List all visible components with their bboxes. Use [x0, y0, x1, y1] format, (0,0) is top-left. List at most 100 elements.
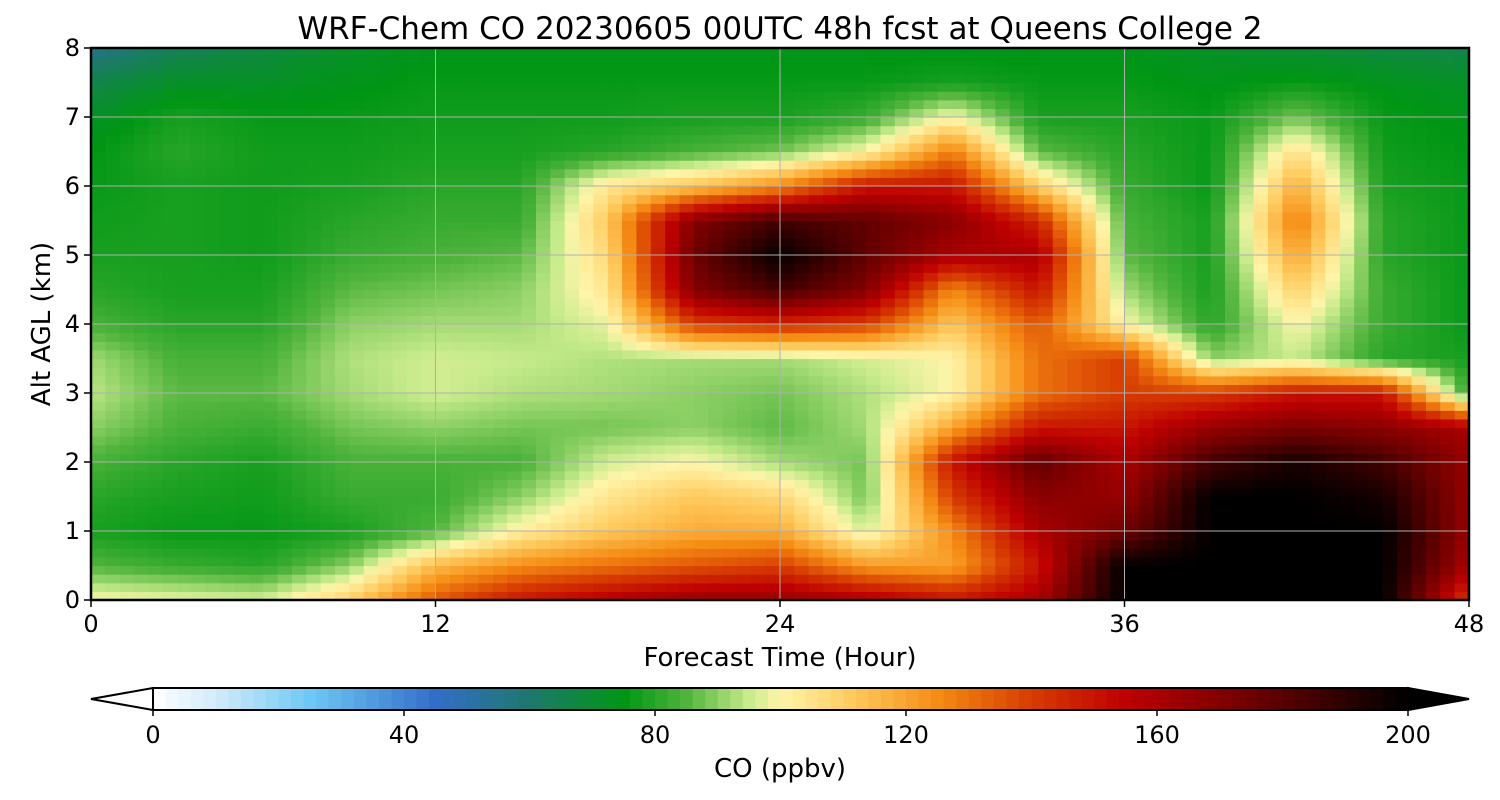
heatmap-cell: [220, 229, 236, 239]
heatmap-cell: [507, 332, 523, 342]
heatmap-cell: [220, 56, 236, 66]
heatmap-cell: [722, 427, 738, 437]
heatmap-cell: [406, 470, 422, 480]
heatmap-cell: [909, 324, 925, 334]
heatmap-cell: [780, 255, 795, 265]
heatmap-cell: [650, 99, 666, 109]
heatmap-cell: [535, 56, 551, 66]
heatmap-cell: [492, 82, 508, 92]
heatmap-cell: [91, 453, 106, 463]
heatmap-cell: [220, 194, 236, 204]
heatmap-cell: [564, 384, 580, 394]
heatmap-cell: [507, 436, 523, 446]
heatmap-cell: [765, 246, 781, 256]
heatmap-cell: [808, 531, 824, 541]
heatmap-cell: [679, 91, 695, 101]
heatmap-cell: [952, 513, 968, 523]
heatmap-cell: [808, 462, 824, 472]
heatmap-cell: [622, 479, 638, 489]
heatmap-cell: [736, 470, 752, 480]
heatmap-cell: [1052, 134, 1068, 144]
heatmap-cell: [564, 73, 580, 84]
heatmap-cell: [1081, 272, 1097, 282]
heatmap-cell: [780, 263, 795, 273]
heatmap-cell: [622, 73, 638, 84]
heatmap-cell: [119, 229, 135, 239]
heatmap-cell: [923, 522, 939, 532]
heatmap-cell: [191, 82, 207, 92]
heatmap-cell: [650, 582, 666, 592]
heatmap-cell: [105, 401, 121, 411]
heatmap-cell: [119, 246, 135, 256]
heatmap-cell: [363, 393, 379, 403]
heatmap-cell: [1024, 384, 1039, 394]
heatmap-cell: [521, 470, 537, 480]
heatmap-cell: [1124, 99, 1140, 109]
heatmap-cell: [291, 56, 307, 66]
heatmap-cell: [579, 186, 594, 196]
heatmap-cell: [507, 203, 523, 213]
heatmap-cell: [1196, 505, 1212, 515]
heatmap-cell: [134, 444, 150, 454]
heatmap-cell: [909, 582, 925, 592]
heatmap-cell: [952, 151, 968, 161]
heatmap-cell: [1196, 453, 1212, 463]
heatmap-cell: [205, 496, 221, 506]
heatmap-cell: [650, 237, 666, 247]
heatmap-cell: [937, 315, 953, 325]
heatmap-cell: [177, 168, 193, 178]
heatmap-cell: [277, 168, 293, 178]
heatmap-cell: [1167, 436, 1183, 446]
heatmap-cell: [966, 332, 982, 342]
heatmap-cell: [378, 531, 394, 541]
heatmap-cell: [263, 565, 279, 575]
heatmap-cell: [291, 237, 307, 247]
heatmap-cell: [492, 306, 508, 316]
heatmap-cell: [607, 229, 623, 239]
heatmap-cell: [205, 306, 221, 316]
heatmap-cell: [894, 505, 910, 515]
heatmap-cell: [306, 315, 322, 325]
heatmap-cell: [1067, 99, 1083, 109]
heatmap-cell: [1067, 186, 1083, 196]
heatmap-cell: [765, 367, 781, 377]
heatmap-cell: [363, 496, 379, 506]
heatmap-cell: [1167, 505, 1183, 515]
heatmap-cell: [406, 280, 422, 291]
heatmap-cell: [1167, 168, 1183, 178]
heatmap-cell: [277, 393, 293, 403]
heatmap-cell: [291, 263, 307, 273]
heatmap-cell: [693, 220, 709, 230]
heatmap-cell: [320, 142, 336, 153]
heatmap-cell: [464, 556, 480, 567]
heatmap-cell: [363, 99, 379, 109]
heatmap-cell: [1124, 315, 1140, 325]
heatmap-cell: [679, 186, 695, 196]
heatmap-cell: [1052, 306, 1068, 316]
heatmap-cell: [794, 548, 810, 558]
heatmap-cell: [665, 306, 681, 316]
heatmap-cell: [923, 220, 939, 230]
heatmap-cell: [564, 108, 580, 118]
heatmap-cell: [765, 134, 781, 144]
heatmap-cell: [105, 522, 121, 532]
heatmap-cell: [105, 298, 121, 308]
heatmap-cell: [306, 479, 322, 489]
heatmap-cell: [923, 65, 939, 75]
heatmap-cell: [1196, 168, 1212, 178]
heatmap-cell: [492, 142, 508, 153]
heatmap-cell: [1052, 246, 1068, 256]
heatmap-cell: [1081, 410, 1097, 420]
heatmap-cell: [1153, 531, 1169, 541]
heatmap-cell: [119, 203, 135, 213]
heatmap-cell: [851, 531, 867, 541]
heatmap-cell: [1124, 418, 1140, 429]
heatmap-cell: [952, 470, 968, 480]
heatmap-cell: [708, 125, 724, 135]
heatmap-cell: [579, 134, 594, 144]
heatmap-cell: [966, 358, 982, 368]
heatmap-cell: [1196, 591, 1212, 600]
heatmap-cell: [492, 436, 508, 446]
heatmap-cell: [507, 462, 523, 472]
heatmap-cell: [392, 591, 408, 600]
